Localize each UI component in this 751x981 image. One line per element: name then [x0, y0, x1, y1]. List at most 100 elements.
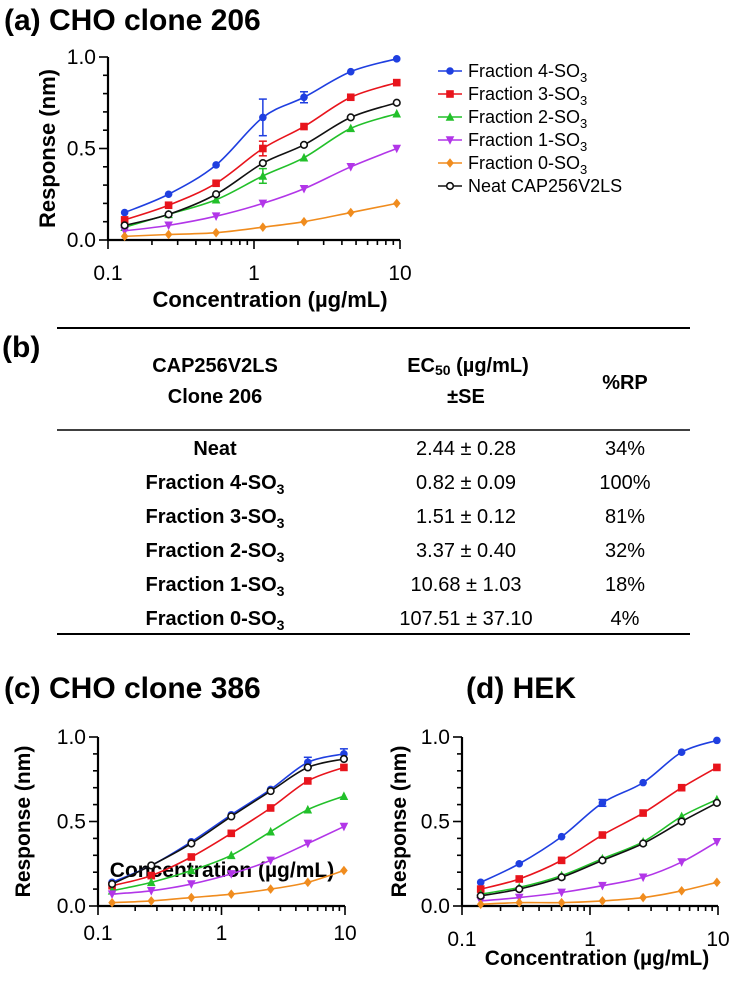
data-point-f4-d [639, 778, 647, 787]
data-point-f3-c [340, 763, 348, 772]
data-point-f3-d [677, 783, 686, 792]
data-point-f0-c [147, 896, 156, 906]
data-point-f0-d [557, 897, 566, 908]
data-point-f3-a [164, 201, 173, 210]
data-point-neat-a [392, 98, 401, 107]
table-header-col1-line1: CAP256V2LS [152, 355, 278, 377]
y-tick-label-a: 0.5 [67, 138, 96, 161]
y-axis-title-a: Response (nm) [35, 69, 60, 228]
table-cell-name: Fraction 1-SO3 [146, 574, 285, 599]
data-point-neat-c [147, 861, 156, 870]
data-point-neat-d [476, 891, 485, 900]
table-body: Neat 2.44 ± 0.28 34% Fraction 4-SO3 0.82 ± 0… [146, 438, 651, 633]
data-point-f0-d [713, 877, 721, 888]
data-point-f4-a [392, 55, 401, 63]
x-tick-label-a: 1 [248, 262, 260, 285]
table-header-col2-line2: ±SE [447, 386, 485, 408]
data-point-f4-d [677, 748, 686, 757]
y-tick-label-d: 1.0 [421, 726, 450, 749]
data-point-f2-a [211, 194, 221, 204]
data-point-f4-a [259, 113, 267, 122]
data-point-neat-d [639, 839, 648, 848]
data-point-neat-c [339, 754, 349, 764]
x-axis-title-c: Concentration (µg/mL) [110, 859, 334, 882]
series-line-f2-a [124, 112, 397, 228]
y-tick-label-a: 1.0 [67, 46, 96, 69]
x-tick-label-a: 10 [388, 262, 411, 285]
table-cell-ec50: 3.37 ± 0.40 [416, 540, 516, 562]
data-point-f4-d [557, 832, 566, 841]
data-point-f4-a [212, 161, 220, 169]
table-header-col1-line2: Clone 206 [168, 386, 262, 408]
data-point-f2-c [303, 804, 313, 814]
legend-label-f1: Fraction 1-SO3 [468, 130, 587, 154]
data-point-f2-c [266, 826, 275, 836]
data-point-f0-a [392, 198, 401, 209]
legend-marker-f1 [445, 136, 455, 145]
data-point-f0-d [677, 885, 686, 896]
table-cell-ec50: 2.44 ± 0.28 [416, 438, 516, 460]
data-point-f0-d [639, 892, 647, 903]
table-cell-rp: 81% [605, 506, 645, 528]
data-point-f4-d [515, 859, 524, 868]
table-cell-ec50: 10.68 ± 1.03 [410, 574, 521, 596]
data-point-f1-d [712, 837, 722, 847]
data-point-neat-c [107, 879, 117, 889]
table-cell-ec50: 0.82 ± 0.09 [416, 472, 516, 494]
data-point-f4-d [713, 736, 721, 745]
table-cell-ec50: 1.51 ± 0.12 [416, 506, 516, 528]
data-point-f0-d [515, 897, 524, 908]
y-tick-label-d: 0.5 [421, 811, 450, 834]
legend-marker-f3 [446, 90, 454, 98]
data-point-f3-d [557, 856, 566, 865]
y-tick-label-c: 0.5 [57, 811, 86, 834]
data-point-f1-c [226, 870, 236, 879]
data-point-f2-c [339, 791, 349, 800]
data-point-f0-c [340, 865, 348, 876]
data-point-neat-a [299, 140, 309, 149]
data-point-f0-a [346, 207, 355, 218]
table-cell-ec50: 107.51 ± 37.10 [399, 608, 532, 630]
x-tick-label-c: 10 [333, 922, 356, 945]
x-tick-label-d: 0.1 [447, 928, 476, 951]
data-point-f3-d [515, 875, 524, 883]
x-tick-label-a: 0.1 [93, 262, 122, 285]
data-point-f0-a [300, 216, 308, 227]
table-cell-name: Fraction 2-SO3 [146, 540, 285, 565]
data-point-f2-a [299, 152, 309, 162]
data-point-f3-a [346, 93, 355, 102]
data-point-neat-d [515, 884, 524, 894]
data-point-f1-d [638, 873, 648, 883]
data-point-f0-c [108, 897, 116, 908]
data-point-neat-a [164, 210, 173, 219]
ec50-table: CAP256V2LS Clone 206 EC50 (µg/mL) ±SE %R… [57, 327, 690, 635]
table-header-col3: %RP [602, 372, 648, 394]
data-point-f4-d [598, 799, 607, 807]
x-tick-label-d: 1 [584, 928, 596, 951]
legend-label-f0: Fraction 0-SO3 [468, 153, 587, 177]
data-point-f1-d [557, 888, 566, 898]
data-point-f3-c [304, 777, 312, 785]
data-point-f1-c [146, 886, 156, 896]
data-point-f4-a [300, 93, 308, 102]
data-point-f3-d [598, 831, 607, 839]
table-cell-rp: 100% [599, 472, 650, 494]
data-point-f2-c [146, 877, 156, 887]
data-point-f0-a [164, 229, 173, 240]
data-point-f3-a [212, 179, 220, 188]
data-point-neat-c [303, 763, 312, 772]
data-point-neat-a [346, 113, 355, 122]
data-point-f4-a [346, 67, 355, 76]
data-point-f3-d [476, 885, 485, 893]
data-point-neat-c [266, 786, 275, 796]
data-point-f1-d [677, 858, 686, 867]
x-axis-title-d: Concentration (µg/mL) [485, 947, 709, 970]
legend-marker-f0 [446, 158, 454, 168]
data-point-f3-a [392, 78, 401, 87]
data-point-neat-a [211, 190, 221, 199]
legend-marker-neat [445, 181, 455, 191]
y-tick-label-d: 0.0 [421, 895, 450, 918]
